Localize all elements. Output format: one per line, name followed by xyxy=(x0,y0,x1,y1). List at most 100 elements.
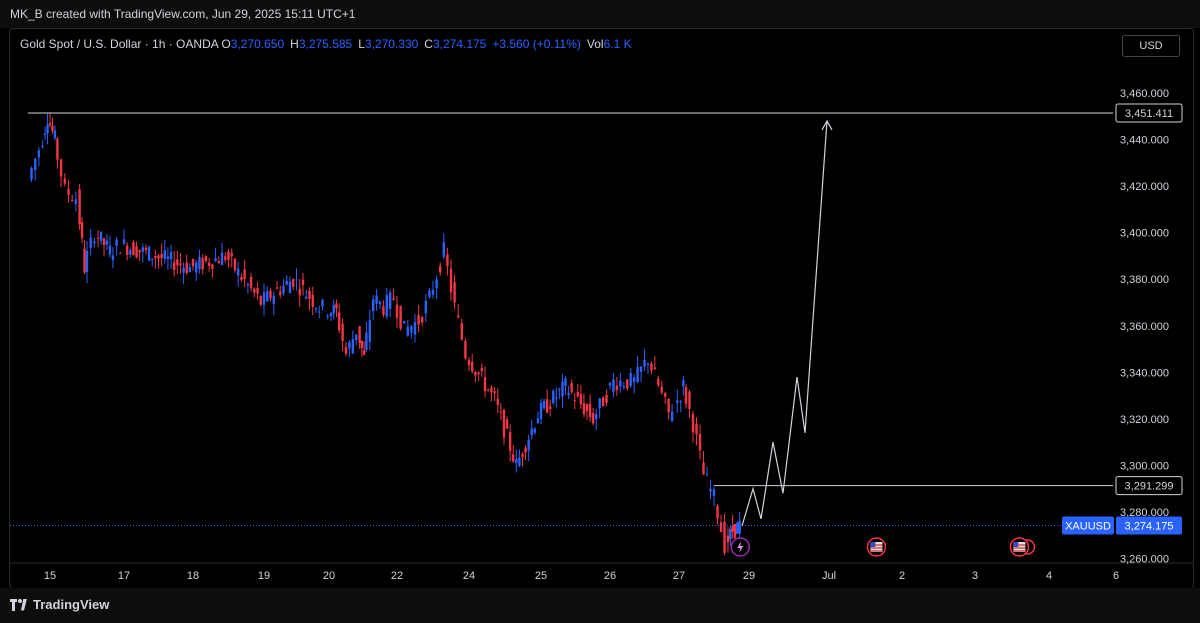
candle-body xyxy=(233,258,237,271)
candle-body xyxy=(355,334,358,341)
candle-body xyxy=(542,401,546,409)
y-tick-label: 3,460.000 xyxy=(1120,88,1169,100)
candle-body xyxy=(615,385,619,391)
candle-body xyxy=(191,259,195,267)
candle-body xyxy=(338,312,341,331)
candle-body xyxy=(712,489,716,497)
candle-body xyxy=(285,280,288,285)
level-price-label: 3,451.411 xyxy=(1125,108,1173,120)
candle-body xyxy=(138,249,141,253)
candle-body xyxy=(93,241,96,244)
candle-body xyxy=(262,292,266,305)
candle-body xyxy=(417,315,420,325)
candle-body xyxy=(643,360,646,367)
candle-body xyxy=(119,252,122,254)
candle-body xyxy=(483,377,487,392)
chart-credit: MK_B created with TradingView.com, Jun 2… xyxy=(10,7,356,21)
candle-body xyxy=(424,300,427,314)
candle-body xyxy=(471,361,474,372)
candle-body xyxy=(129,250,132,255)
change-value: +3.560 (+0.11%) xyxy=(492,37,581,51)
currency-button[interactable]: USD xyxy=(1122,35,1180,57)
candle-body xyxy=(368,320,371,342)
open-label: O xyxy=(221,37,231,51)
candle-body xyxy=(508,432,512,451)
candle-body xyxy=(154,255,157,259)
candle-body xyxy=(282,285,285,294)
candle-body xyxy=(115,239,118,246)
candle-body xyxy=(570,383,573,393)
candle-body xyxy=(157,255,160,259)
y-tick-label: 3,380.000 xyxy=(1120,274,1169,286)
candle-body xyxy=(457,315,460,318)
candle-body xyxy=(74,199,78,204)
candle-body xyxy=(421,317,424,323)
candle-body xyxy=(102,238,106,245)
y-tick-label: 3,420.000 xyxy=(1120,181,1169,193)
y-tick-label: 3,280.000 xyxy=(1120,507,1169,519)
high-label: H xyxy=(290,37,299,51)
y-tick-label: 3,340.000 xyxy=(1120,367,1169,379)
candle-body xyxy=(403,321,406,324)
candle-body xyxy=(160,253,163,259)
candle-body xyxy=(198,256,201,270)
candle-body xyxy=(243,269,246,280)
candle-body xyxy=(89,237,92,248)
candle-body xyxy=(227,251,230,261)
candle-body xyxy=(474,372,477,376)
projection-path[interactable] xyxy=(741,120,828,527)
candle-body xyxy=(406,326,409,336)
candle-body xyxy=(259,296,262,305)
candle-body xyxy=(105,240,109,245)
candle-body xyxy=(389,292,392,309)
price-chart[interactable]: 3,260.000 3,280.000 3,300.000 3,320.000 3,34… xyxy=(10,29,1193,588)
last-price-label: 3,274.175 xyxy=(1125,521,1174,533)
level-price-label: 3,291.299 xyxy=(1125,481,1174,493)
candle-body xyxy=(705,474,709,476)
candle-body xyxy=(351,339,354,354)
candle-body xyxy=(467,360,471,366)
candle-body xyxy=(372,299,375,312)
candle-body xyxy=(518,457,521,466)
candle-body xyxy=(236,268,240,276)
candle-body xyxy=(185,262,188,273)
flag-canton xyxy=(1013,542,1019,547)
candle-body xyxy=(314,308,318,310)
chart-panel[interactable]: 3,260.000 3,280.000 3,300.000 3,320.000 3,34… xyxy=(9,28,1194,589)
candle-body xyxy=(629,373,632,386)
level-price-tag xyxy=(1115,103,1183,123)
y-tick-label: 3,440.000 xyxy=(1120,135,1169,147)
candle-body xyxy=(249,276,253,288)
candle-body xyxy=(695,423,698,435)
candle-body xyxy=(428,290,431,297)
candle-body xyxy=(141,247,145,252)
candle-body xyxy=(172,262,176,271)
candle-body xyxy=(691,413,695,433)
candle-body xyxy=(301,279,305,285)
candle-body xyxy=(527,439,530,451)
footer-bar: TradingView xyxy=(0,588,1200,623)
volume-label: Vol xyxy=(586,37,604,51)
candle-body xyxy=(636,366,639,383)
candle-body xyxy=(664,392,667,397)
candle-body xyxy=(329,313,333,317)
y-tick-label: 3,400.000 xyxy=(1120,228,1169,240)
candle-body xyxy=(639,366,643,372)
candle-body xyxy=(111,255,115,261)
candle-body xyxy=(344,347,348,354)
tradingview-logo[interactable]: TradingView xyxy=(10,597,109,612)
candle-body xyxy=(195,262,198,273)
candle-body xyxy=(395,304,399,318)
candle-body xyxy=(122,239,126,244)
symbol-title[interactable]: Gold Spot / U.S. Dollar · 1h · OANDA xyxy=(20,37,219,51)
tradingview-brand: TradingView xyxy=(33,597,110,612)
candle-body xyxy=(626,379,629,389)
candle-body xyxy=(446,254,449,267)
x-tick-label: Jul xyxy=(822,570,836,582)
candle-body xyxy=(295,279,298,281)
candle-body xyxy=(502,409,506,438)
candle-body xyxy=(591,412,595,424)
candle-body xyxy=(453,282,456,303)
candle-body xyxy=(558,388,561,391)
candle-body xyxy=(667,398,670,413)
